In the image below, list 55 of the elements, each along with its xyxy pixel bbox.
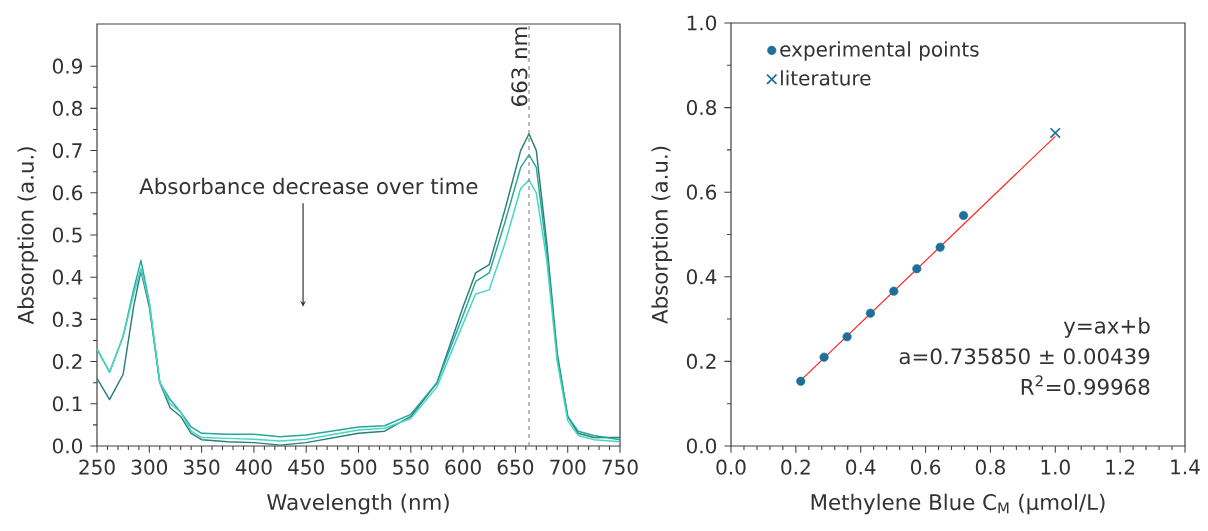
x-tick-label: 250 (79, 459, 115, 475)
y-tick-label: 0.1 (52, 396, 82, 412)
y-tick-label: 0.2 (52, 354, 82, 370)
legend-label: literature (781, 70, 871, 86)
x-tick-label: 0.6 (910, 459, 941, 475)
x-tick-label: 400 (235, 459, 272, 475)
annotation: Absorbance decrease over time (139, 177, 478, 195)
x-tick-label: 450 (288, 459, 324, 475)
y-tick-label: 0.0 (52, 438, 83, 454)
x-tick-label: 1.4 (1171, 459, 1200, 475)
y-tick-label: 0.9 (52, 58, 82, 74)
x-tick-label: 550 (393, 459, 429, 475)
ref-line-label: 663 nm (511, 27, 528, 106)
x-axis-title: Wavelength (nm) (267, 493, 449, 515)
point (796, 376, 806, 386)
y-tick-label: 1.0 (687, 15, 717, 31)
x-tick-label: 300 (131, 459, 168, 475)
point (912, 264, 922, 274)
point (865, 308, 875, 318)
x-tick-label: 0.4 (846, 459, 876, 475)
point (842, 332, 852, 342)
x-tick-label: 1.2 (1106, 459, 1135, 475)
x-tick-label: 700 (550, 459, 586, 475)
x-tick-label: 350 (184, 459, 220, 475)
y-tick-label: 0.7 (52, 143, 82, 159)
point (889, 286, 899, 296)
point (935, 242, 945, 252)
x-tick-label: 650 (497, 459, 534, 475)
y-tick-label: 0.2 (686, 353, 716, 369)
point (958, 210, 969, 220)
x-tick-label: 500 (340, 459, 377, 475)
x-tick-label: 750 (602, 459, 638, 475)
x-tick-label: 1.0 (1041, 459, 1070, 475)
annotation: a=0.735850 ± 0.00439 (899, 348, 1150, 365)
y-tick-label: 0.3 (52, 311, 82, 327)
x-tick-label: 0.8 (975, 459, 1005, 475)
y-tick-label: 0.8 (52, 100, 83, 116)
x-tick-label: 0.0 (716, 459, 746, 475)
y-tick-label: 0.4 (686, 269, 717, 285)
annotation: R$^{2}$=0.99968 (1021, 375, 1150, 395)
y-axis-title: Absorption (a.u.) (17, 147, 38, 325)
y-tick-label: 0.6 (52, 185, 83, 201)
y-tick-label: 0.8 (686, 100, 717, 116)
x-tick-label: 600 (445, 459, 481, 475)
point (1049, 127, 1061, 139)
y-tick-label: 0.5 (52, 227, 82, 243)
legend-label: experimental points (780, 41, 979, 61)
x-tick-label: 0.2 (781, 459, 810, 475)
y-axis-title: Absorption (a.u.) (651, 146, 672, 324)
point (819, 352, 829, 362)
y-tick-label: 0.4 (52, 269, 83, 285)
y-tick-label: 0.0 (686, 438, 717, 454)
x-axis-title: Methylene Blue C$_{M}$ (µmol/L) (811, 493, 1105, 515)
annotation: y=ax+b (1063, 317, 1150, 338)
y-tick-label: 0.6 (686, 184, 717, 200)
